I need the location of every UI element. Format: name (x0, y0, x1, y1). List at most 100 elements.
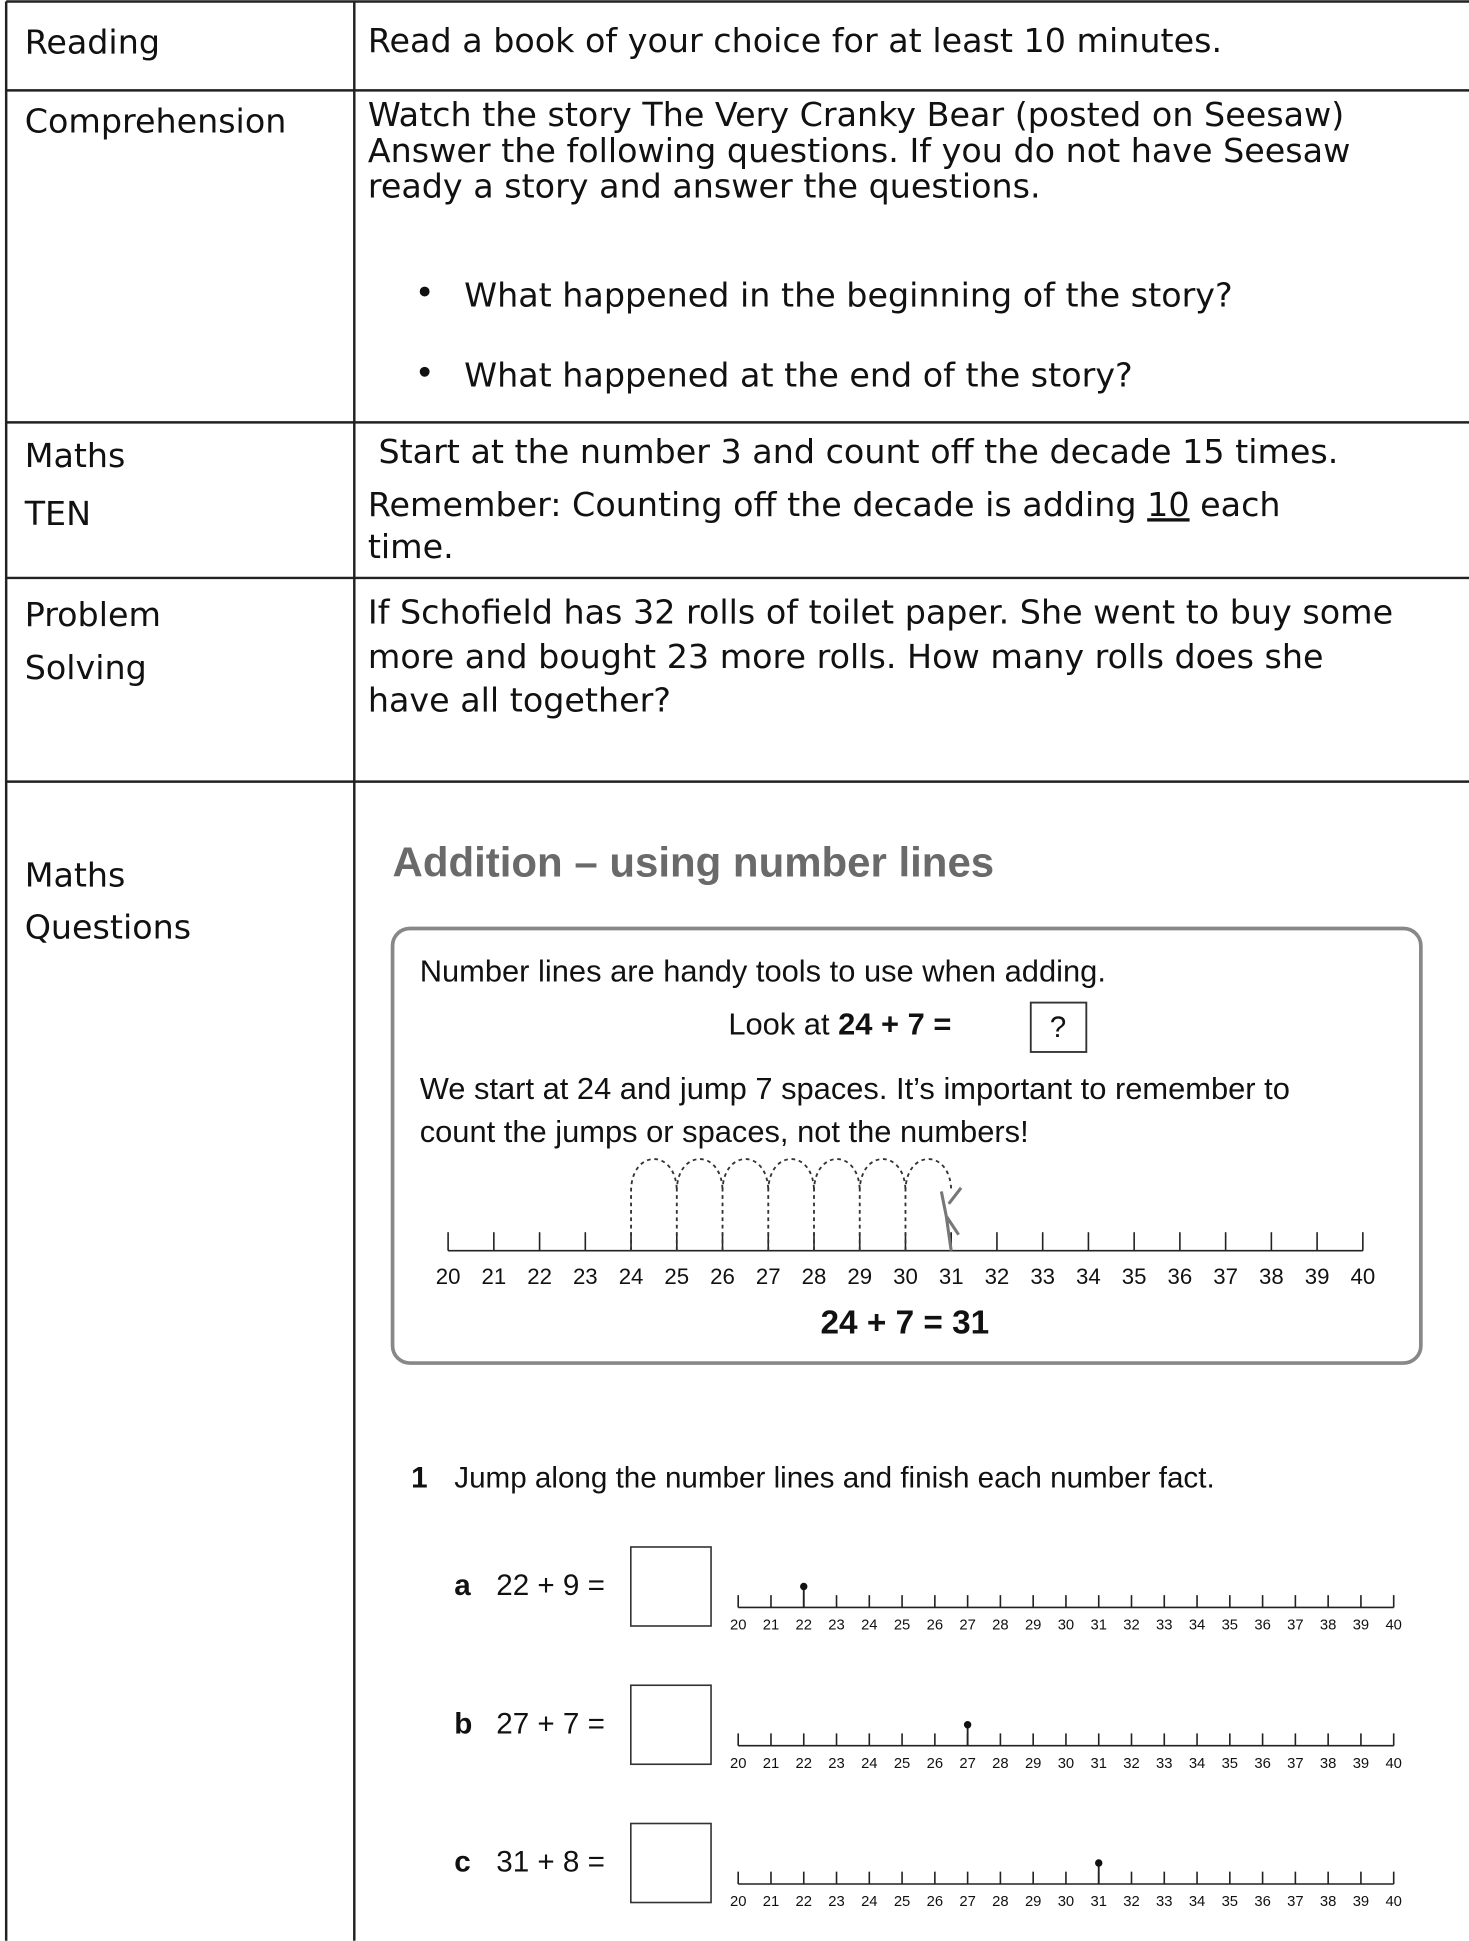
number-line-label: 22 (527, 1264, 552, 1289)
number-line-label: 26 (710, 1264, 735, 1289)
item-number-line-label: 24 (861, 1894, 877, 1910)
number-line-label: 38 (1259, 1264, 1284, 1289)
number-line-label: 21 (481, 1264, 506, 1289)
row-text: Read a book of your choice for at least … (368, 21, 1222, 60)
item-number-line-label: 22 (796, 1618, 812, 1634)
item-number-line-label: 23 (828, 1894, 844, 1910)
row-label: Solving (25, 648, 147, 687)
start-dot (963, 1721, 972, 1729)
item-number-line-label: 38 (1320, 1756, 1336, 1772)
item-number-line-label: 21 (763, 1618, 779, 1634)
item-number-line-label: 29 (1025, 1894, 1041, 1910)
item-number-line-label: 31 (1090, 1618, 1106, 1634)
item-number-line-label: 28 (992, 1894, 1008, 1910)
intro: Number lines are handy tools to use when… (420, 954, 1106, 989)
item-number-line-label: 35 (1222, 1894, 1238, 1910)
number-line-label: 24 (619, 1264, 644, 1289)
row-text: time. (368, 527, 454, 566)
item-number-line-label: 40 (1385, 1756, 1401, 1772)
item-number-line-label: 37 (1287, 1894, 1303, 1910)
item-number-line-label: 22 (796, 1894, 812, 1910)
row-label: Questions (25, 907, 191, 946)
item-number-line-label: 27 (959, 1756, 975, 1772)
item-number-line-label: 33 (1156, 1894, 1172, 1910)
item-number-line-label: 34 (1189, 1894, 1205, 1910)
worksheet-title: Addition – using number lines (393, 839, 995, 886)
underlined-number: 10 (1147, 485, 1189, 524)
explanation: We start at 24 and jump 7 spaces. It’s i… (420, 1071, 1290, 1106)
item-letter: b (454, 1707, 472, 1740)
item-number-line-label: 37 (1287, 1618, 1303, 1634)
table-grid (4, 0, 1469, 1941)
number-line-label: 37 (1213, 1264, 1238, 1289)
item-number-line-label: 26 (927, 1894, 943, 1910)
item-number-line-label: 21 (763, 1894, 779, 1910)
item-number-line-label: 23 (828, 1618, 844, 1634)
item-number-line-label: 32 (1123, 1618, 1139, 1634)
item-number-line-label: 22 (796, 1756, 812, 1772)
item-sum: 22 + 9 = (496, 1569, 605, 1602)
item-number-line-label: 40 (1385, 1894, 1401, 1910)
number-line-label: 29 (847, 1264, 872, 1289)
item-number-line-label: 28 (992, 1756, 1008, 1772)
item-number-line-label: 24 (861, 1756, 877, 1772)
number-line-label: 39 (1305, 1264, 1330, 1289)
start-dot (1095, 1859, 1103, 1867)
item-sum: 31 + 8 = (496, 1846, 605, 1879)
item-letter: a (454, 1569, 471, 1602)
item-number-line-label: 27 (959, 1618, 975, 1634)
bullet (419, 286, 430, 297)
item-number-line-label: 34 (1189, 1756, 1205, 1772)
blank-box (1029, 1001, 1088, 1053)
row-text: If Schofield has 32 rolls of toilet pape… (368, 593, 1393, 632)
item-number-line-label: 40 (1385, 1618, 1401, 1634)
number-line-label: 27 (756, 1264, 781, 1289)
row-text: ready a story and answer the questions. (368, 167, 1041, 206)
number-line-label: 20 (436, 1264, 461, 1289)
item-number-line-label: 26 (927, 1618, 943, 1634)
row-label: Reading (25, 22, 160, 61)
item-number-line-label: 23 (828, 1756, 844, 1772)
item-number-line-label: 35 (1222, 1756, 1238, 1772)
row-text: Watch the story The Very Cranky Bear (po… (368, 95, 1344, 134)
row-text-part: Remember: Counting off the decade is add… (368, 485, 1147, 524)
item-number-line-label: 34 (1189, 1618, 1205, 1634)
item-number-line-label: 31 (1090, 1756, 1106, 1772)
item-letter: c (454, 1846, 470, 1879)
item-number-line-label: 38 (1320, 1618, 1336, 1634)
number-line-label: 31 (939, 1264, 964, 1289)
row-label: Maths (25, 436, 126, 475)
item-number-line-label: 33 (1156, 1618, 1172, 1634)
row-text: Start at the number 3 and count off the … (368, 432, 1339, 471)
item-number-line-label: 29 (1025, 1618, 1041, 1634)
item-number-line-label: 20 (730, 1756, 746, 1772)
item-number-line-label: 39 (1353, 1756, 1369, 1772)
number-line-label: 30 (893, 1264, 918, 1289)
figure (939, 1186, 963, 1251)
question-number: 1 (411, 1462, 427, 1495)
number-line-label: 25 (664, 1264, 689, 1289)
start-dot (800, 1582, 808, 1591)
item-number-line-label: 20 (730, 1618, 746, 1634)
row-text-part: each (1190, 485, 1281, 524)
jump-arcs (630, 1158, 953, 1251)
item-number-line-label: 36 (1254, 1756, 1270, 1772)
bullet-text: What happened in the beginning of the st… (464, 275, 1233, 314)
item-number-line-label: 21 (763, 1756, 779, 1772)
row-label: Problem (25, 595, 161, 634)
answer-box (630, 1684, 712, 1766)
look-at: Look at 24 + 7 = (728, 1007, 951, 1042)
example-result: 24 + 7 = 31 (821, 1304, 990, 1341)
item-number-line-label: 35 (1222, 1618, 1238, 1634)
blank: ? (1050, 1011, 1066, 1044)
answer-box (630, 1822, 712, 1904)
number-line-label: 33 (1030, 1264, 1055, 1289)
bullet (419, 366, 430, 377)
item-number-line-label: 25 (894, 1894, 910, 1910)
answer-box (630, 1546, 712, 1627)
item-number-line-label: 20 (730, 1894, 746, 1910)
row-label: TEN (24, 494, 91, 533)
explanation: count the jumps or spaces, not the numbe… (420, 1114, 1029, 1149)
example-box (390, 926, 1423, 1365)
row-text: have all together? (368, 680, 671, 719)
